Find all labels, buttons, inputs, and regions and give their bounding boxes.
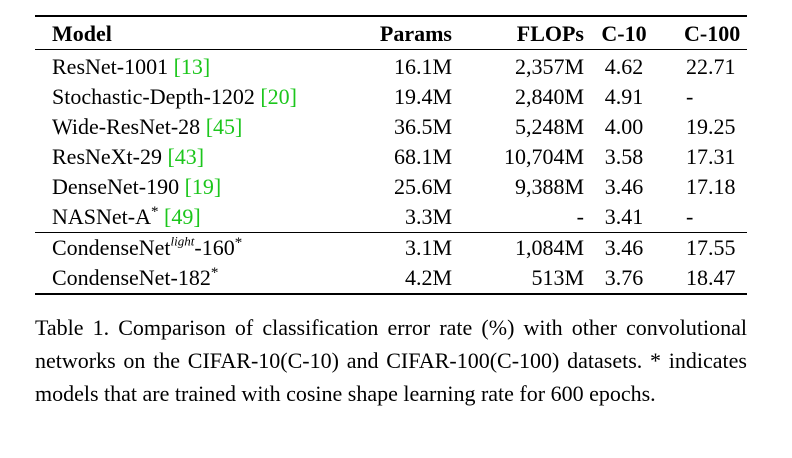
c100-cell: - bbox=[686, 204, 694, 229]
params-cell: 16.1M bbox=[393, 54, 452, 79]
model-name-cell: ResNet-1001 [13] bbox=[35, 50, 352, 83]
c100-cell: 17.55 bbox=[664, 232, 747, 263]
citation-link[interactable]: [20] bbox=[260, 84, 298, 109]
header-c100: C-100 bbox=[684, 21, 741, 46]
model-name-suffix: -160 bbox=[194, 235, 235, 260]
header-params: Params bbox=[379, 21, 452, 46]
model-name-cell: CondenseNetlight-160* bbox=[35, 232, 352, 263]
params-cell: 19.4M bbox=[393, 84, 452, 109]
model-name: CondenseNet bbox=[52, 235, 171, 260]
table-header-row: Model Params FLOPs C-10 C-100 bbox=[35, 16, 747, 50]
model-name-cell: Stochastic-Depth-1202 [20] bbox=[35, 82, 352, 112]
table-row: CondenseNetlight-160* 3.1M 1,084M 3.46 1… bbox=[35, 232, 747, 263]
model-name-cell: ResNeXt-29 [43] bbox=[35, 142, 352, 172]
c10-cell: 3.46 bbox=[604, 174, 644, 199]
c10-cell: 3.46 bbox=[584, 232, 664, 263]
flops-cell: 2,840M bbox=[514, 84, 584, 109]
header-c10: C-10 bbox=[601, 21, 647, 46]
flops-cell: 5,248M bbox=[514, 114, 584, 139]
c10-cell: 4.91 bbox=[604, 84, 644, 109]
table-row: Stochastic-Depth-1202 [20] 19.4M 2,840M … bbox=[35, 82, 747, 112]
table-caption: Table 1. Comparison of classification er… bbox=[35, 315, 747, 406]
citation-link[interactable]: [19] bbox=[184, 174, 222, 199]
model-name: Stochastic-Depth-1202 bbox=[52, 84, 261, 109]
results-table: Model Params FLOPs C-10 C-100 ResNet-100… bbox=[35, 15, 747, 295]
c100-cell: 17.31 bbox=[686, 144, 736, 169]
c100-cell: 22.71 bbox=[686, 54, 736, 79]
c10-cell: 4.00 bbox=[604, 114, 644, 139]
flops-cell: 513M bbox=[452, 263, 584, 295]
flops-cell: 9,388M bbox=[514, 174, 584, 199]
table-row: Wide-ResNet-28 [45] 36.5M 5,248M 4.00 19… bbox=[35, 112, 747, 142]
c10-cell: 3.41 bbox=[604, 204, 644, 229]
model-name-cell: NASNet-A* [49] bbox=[35, 202, 352, 233]
citation-link[interactable]: [45] bbox=[205, 114, 243, 139]
citation-link[interactable]: [43] bbox=[167, 144, 205, 169]
citation-link[interactable]: [13] bbox=[173, 54, 211, 79]
c10-cell: 4.62 bbox=[604, 54, 644, 79]
model-name: NASNet-A bbox=[52, 204, 151, 229]
header-model: Model bbox=[52, 21, 112, 46]
model-name-cell: CondenseNet-182* bbox=[35, 263, 352, 295]
params-cell: 3.1M bbox=[352, 232, 452, 263]
citation-link[interactable]: [49] bbox=[164, 204, 201, 229]
c10-cell: 3.58 bbox=[604, 144, 644, 169]
table-row: DenseNet-190 [19] 25.6M 9,388M 3.46 17.1… bbox=[35, 172, 747, 202]
cosine-lr-marker: * bbox=[210, 264, 219, 281]
c100-cell: 19.25 bbox=[686, 114, 736, 139]
cosine-lr-marker: * bbox=[151, 203, 159, 220]
flops-cell: - bbox=[576, 204, 584, 229]
model-name: DenseNet-190 bbox=[52, 174, 185, 199]
params-cell: 4.2M bbox=[352, 263, 452, 295]
c100-cell: 17.18 bbox=[686, 174, 736, 199]
params-cell: 36.5M bbox=[393, 114, 452, 139]
model-name: ResNeXt-29 bbox=[52, 144, 168, 169]
c100-cell: - bbox=[686, 84, 694, 109]
c10-cell: 3.76 bbox=[584, 263, 664, 295]
model-name-cell: Wide-ResNet-28 [45] bbox=[35, 112, 352, 142]
params-cell: 25.6M bbox=[393, 174, 452, 199]
flops-cell: 2,357M bbox=[514, 54, 584, 79]
table-row: ResNet-1001 [13] 16.1M 2,357M 4.62 22.71 bbox=[35, 50, 747, 83]
flops-cell: 10,704M bbox=[503, 144, 584, 169]
cosine-lr-marker: * bbox=[234, 234, 243, 251]
results-table-container: Model Params FLOPs C-10 C-100 ResNet-100… bbox=[35, 15, 747, 295]
header-flops: FLOPs bbox=[516, 21, 584, 46]
table-row: CondenseNet-182* 4.2M 513M 3.76 18.47 bbox=[35, 263, 747, 295]
c100-cell: 18.47 bbox=[664, 263, 747, 295]
model-name-cell: DenseNet-190 [19] bbox=[35, 172, 352, 202]
params-cell: 68.1M bbox=[393, 144, 452, 169]
params-cell: 3.3M bbox=[404, 204, 452, 229]
table-row: NASNet-A* [49] 3.3M - 3.41 - bbox=[35, 202, 747, 233]
flops-cell: 1,084M bbox=[452, 232, 584, 263]
model-variant-superscript: light bbox=[170, 233, 195, 249]
model-name: Wide-ResNet-28 bbox=[52, 114, 206, 139]
table-row: ResNeXt-29 [43] 68.1M 10,704M 3.58 17.31 bbox=[35, 142, 747, 172]
model-name: CondenseNet-182 bbox=[52, 265, 211, 290]
model-name: ResNet-1001 bbox=[52, 54, 174, 79]
